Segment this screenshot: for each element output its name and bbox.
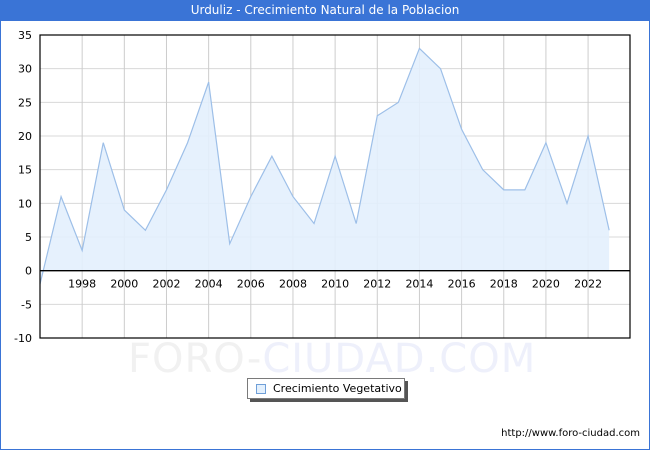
x-tick-label: 2018: [490, 278, 518, 291]
legend-label: Crecimiento Vegetativo: [273, 382, 402, 395]
y-tick-label: 5: [25, 231, 32, 244]
y-tick-label: -10: [14, 332, 32, 345]
y-tick-label: 25: [18, 96, 32, 109]
x-tick-label: 2004: [195, 278, 223, 291]
x-tick-label: 2000: [110, 278, 138, 291]
watermark: FORO-CIUDAD.COM: [128, 336, 536, 382]
x-tick-label: 2016: [448, 278, 476, 291]
source-url: http://www.foro-ciudad.com: [501, 428, 640, 439]
x-tick-label: 2014: [405, 278, 433, 291]
watermark-part1: FORO-: [128, 336, 263, 382]
y-tick-label: 15: [18, 164, 32, 177]
x-tick-label: 1998: [68, 278, 96, 291]
y-tick-label: 0: [25, 265, 32, 278]
y-tick-label: 20: [18, 130, 32, 143]
y-tick-label: 35: [18, 29, 32, 42]
plot-border: [39, 34, 631, 339]
y-tick-label: -5: [21, 298, 32, 311]
watermark-part2: CIUDAD.COM: [262, 336, 537, 382]
x-tick-label: 2012: [363, 278, 391, 291]
legend: Crecimiento Vegetativo: [247, 378, 405, 399]
x-tick-label: 2020: [532, 278, 560, 291]
area-fill: [40, 48, 610, 285]
x-tick-label: 2002: [152, 278, 180, 291]
legend-swatch-icon: [256, 384, 266, 394]
x-tick-label: 2008: [279, 278, 307, 291]
y-tick-label: 10: [18, 197, 32, 210]
y-tick-label: 30: [18, 63, 32, 76]
series-line: [39, 47, 610, 285]
x-tick-label: 2010: [321, 278, 349, 291]
x-tick-label: 2006: [237, 278, 265, 291]
chart-title: Urduliz - Crecimiento Natural de la Pobl…: [0, 0, 650, 21]
x-tick-label: 2022: [574, 278, 602, 291]
